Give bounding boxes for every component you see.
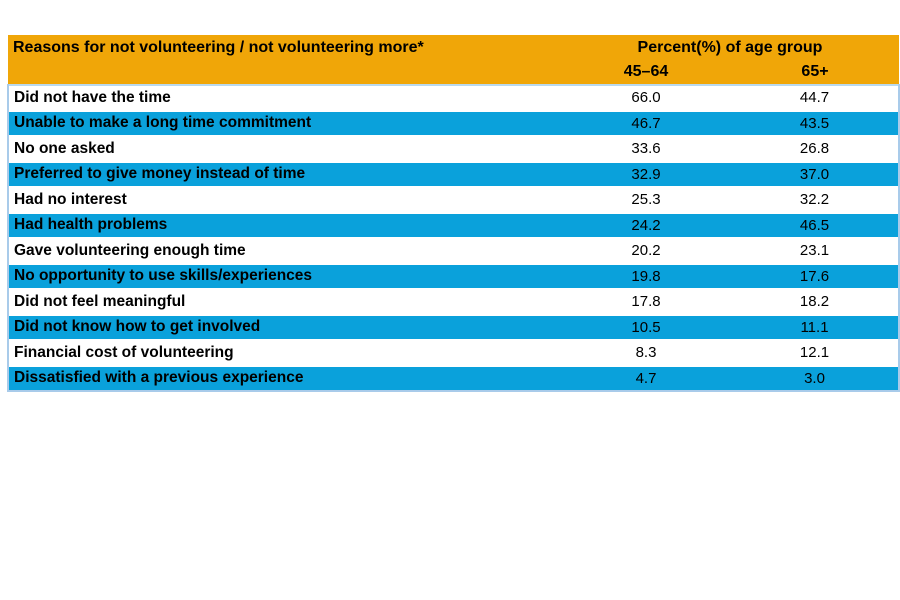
reason-cell: Unable to make a long time commitment bbox=[7, 109, 561, 136]
reason-cell: Preferred to give money instead of time bbox=[7, 160, 561, 187]
column-header-65-plus: 65+ bbox=[731, 60, 899, 85]
value-45-64-cell: 4.7 bbox=[561, 364, 731, 392]
value-65-plus-cell: 11.1 bbox=[731, 313, 900, 340]
value-65-plus-cell: 46.5 bbox=[731, 211, 900, 238]
value-65-plus-cell: 12.1 bbox=[731, 339, 900, 366]
table-row: Preferred to give money instead of time … bbox=[7, 160, 900, 187]
value-45-64-cell: 24.2 bbox=[561, 211, 731, 238]
table-row: Did not know how to get involved 10.5 11… bbox=[7, 313, 900, 340]
reason-cell: Had health problems bbox=[7, 211, 561, 238]
value-65-plus-cell: 43.5 bbox=[731, 109, 900, 136]
value-45-64-cell: 20.2 bbox=[561, 237, 731, 264]
value-65-plus-cell: 44.7 bbox=[731, 84, 900, 111]
empty-header-cell bbox=[8, 60, 561, 85]
value-45-64-cell: 19.8 bbox=[561, 262, 731, 289]
table-row: Dissatisfied with a previous experience … bbox=[7, 364, 900, 392]
value-45-64-cell: 10.5 bbox=[561, 313, 731, 340]
value-65-plus-cell: 17.6 bbox=[731, 262, 900, 289]
percent-group-header: Percent(%) of age group bbox=[561, 35, 899, 60]
value-65-plus-cell: 23.1 bbox=[731, 237, 900, 264]
volunteering-reasons-table: Reasons for not volunteering / not volun… bbox=[7, 35, 900, 392]
value-45-64-cell: 32.9 bbox=[561, 160, 731, 187]
table-body: Did not have the time 66.0 44.7 Unable t… bbox=[7, 84, 900, 392]
column-header-45-64: 45–64 bbox=[561, 60, 731, 85]
value-45-64-cell: 25.3 bbox=[561, 186, 731, 213]
volunteering-table-container: Reasons for not volunteering / not volun… bbox=[7, 35, 900, 392]
value-45-64-cell: 8.3 bbox=[561, 339, 731, 366]
value-65-plus-cell: 26.8 bbox=[731, 135, 900, 162]
table-title: Reasons for not volunteering / not volun… bbox=[8, 35, 561, 60]
table-row: Did not feel meaningful 17.8 18.2 bbox=[7, 288, 900, 315]
reason-cell: No opportunity to use skills/experiences bbox=[7, 262, 561, 289]
value-65-plus-cell: 37.0 bbox=[731, 160, 900, 187]
value-45-64-cell: 17.8 bbox=[561, 288, 731, 315]
reason-cell: Dissatisfied with a previous experience bbox=[7, 364, 561, 392]
reason-cell: Gave volunteering enough time bbox=[7, 237, 561, 264]
value-45-64-cell: 46.7 bbox=[561, 109, 731, 136]
reason-cell: Financial cost of volunteering bbox=[7, 339, 561, 366]
table-row: Did not have the time 66.0 44.7 bbox=[7, 84, 900, 111]
header-row-ages: 45–64 65+ bbox=[8, 60, 899, 85]
reason-cell: Had no interest bbox=[7, 186, 561, 213]
value-65-plus-cell: 3.0 bbox=[731, 364, 900, 392]
header-row-title: Reasons for not volunteering / not volun… bbox=[8, 35, 899, 60]
reason-cell: Did not have the time bbox=[7, 84, 561, 111]
table-header: Reasons for not volunteering / not volun… bbox=[8, 35, 899, 85]
table-row: Unable to make a long time commitment 46… bbox=[7, 109, 900, 136]
value-45-64-cell: 66.0 bbox=[561, 84, 731, 111]
value-65-plus-cell: 18.2 bbox=[731, 288, 900, 315]
reason-cell: No one asked bbox=[7, 135, 561, 162]
table-row: Financial cost of volunteering 8.3 12.1 bbox=[7, 339, 900, 366]
value-65-plus-cell: 32.2 bbox=[731, 186, 900, 213]
table-row: No opportunity to use skills/experiences… bbox=[7, 262, 900, 289]
reason-cell: Did not feel meaningful bbox=[7, 288, 561, 315]
value-45-64-cell: 33.6 bbox=[561, 135, 731, 162]
table-row: Had no interest 25.3 32.2 bbox=[7, 186, 900, 213]
reason-cell: Did not know how to get involved bbox=[7, 313, 561, 340]
table-row: Gave volunteering enough time 20.2 23.1 bbox=[7, 237, 900, 264]
table-row: No one asked 33.6 26.8 bbox=[7, 135, 900, 162]
table-row: Had health problems 24.2 46.5 bbox=[7, 211, 900, 238]
